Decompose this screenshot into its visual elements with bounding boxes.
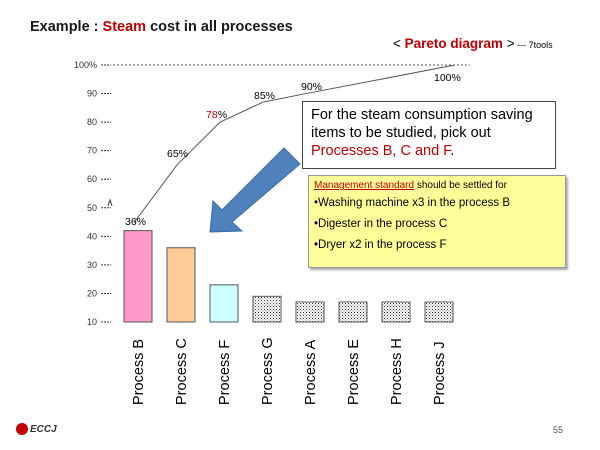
title-suffix: cost in all processes — [146, 19, 293, 35]
logo-text: ECCJ — [30, 423, 57, 435]
title-highlight: Steam — [102, 19, 147, 35]
category-label: Process C — [174, 338, 190, 405]
y-tick-label: 20 — [87, 288, 97, 298]
category-label: Process A — [303, 339, 319, 405]
bar — [381, 301, 411, 323]
y-tick-label: 30 — [87, 260, 97, 270]
category-label: Process J — [432, 341, 448, 405]
bar — [209, 284, 239, 323]
callout-highlight: Processes B, C and F — [311, 143, 451, 159]
cumulative-label-value: 78 — [206, 109, 218, 121]
bar — [295, 301, 325, 323]
page-number: 55 — [553, 425, 564, 435]
y-tick-label: 60 — [87, 174, 97, 184]
bar — [166, 247, 196, 323]
category-label: Process E — [346, 339, 362, 405]
callout-box: For the steam consumption saving items t… — [302, 101, 556, 169]
y-tick-label: 50 — [87, 203, 97, 213]
category-label: Process H — [389, 338, 405, 405]
pareto-label: < Pareto diagram > --- 7tools — [393, 36, 553, 51]
cumulative-label: 85% — [254, 90, 275, 102]
pareto-open: < — [393, 36, 405, 51]
eccj-logo: ECCJ — [16, 423, 57, 435]
cumulative-label: 36% — [125, 216, 146, 228]
y-tick-label: 100% — [74, 60, 97, 70]
management-list: •Washing machine x3 in the process B •Di… — [314, 197, 560, 251]
management-item: •Digester in the process C — [314, 218, 448, 230]
management-heading-highlight: Management standard — [314, 180, 415, 191]
chart-title: Example : Steam cost in all processes — [30, 19, 293, 35]
category-label: Process F — [217, 340, 233, 405]
management-heading: Management standard should be settled fo… — [314, 180, 560, 191]
category-label: Process G — [260, 337, 276, 405]
management-note: Management standard should be settled fo… — [308, 175, 566, 268]
pareto-close: > — [502, 36, 515, 51]
pareto-highlight: Pareto diagram — [404, 36, 503, 51]
y-tick-label: 80 — [87, 117, 97, 127]
y-tick-label: 40 — [87, 231, 97, 241]
cumulative-label-suffix: % — [218, 109, 227, 121]
category-label: Process B — [131, 339, 147, 405]
cumulative-label: 65% — [167, 148, 188, 160]
cumulative-line — [133, 64, 456, 223]
pointer-arrow — [209, 147, 301, 233]
logo-mark-icon — [16, 423, 28, 435]
bar — [123, 230, 153, 323]
cumulative-label: 78% — [206, 109, 227, 121]
pareto-tools: --- 7tools — [514, 40, 553, 50]
callout-text: For the steam consumption saving items t… — [311, 107, 533, 141]
y-tick-label: 70 — [87, 146, 97, 156]
management-item: •Washing machine x3 in the process B — [314, 197, 510, 209]
axis-arrow-icon — [107, 198, 113, 207]
cumulative-label: 90% — [301, 81, 322, 93]
y-tick-label: 90 — [87, 89, 97, 99]
management-heading-rest: should be settled for — [414, 180, 507, 191]
management-item: •Dryer x2 in the process F — [314, 239, 447, 251]
title-prefix: Example : — [30, 19, 103, 35]
bar — [424, 301, 454, 323]
bar — [338, 301, 368, 323]
y-tick-label: 10 — [87, 317, 97, 327]
cumulative-label: 100% — [434, 72, 461, 84]
bar — [252, 295, 282, 323]
callout-end: . — [450, 143, 455, 159]
